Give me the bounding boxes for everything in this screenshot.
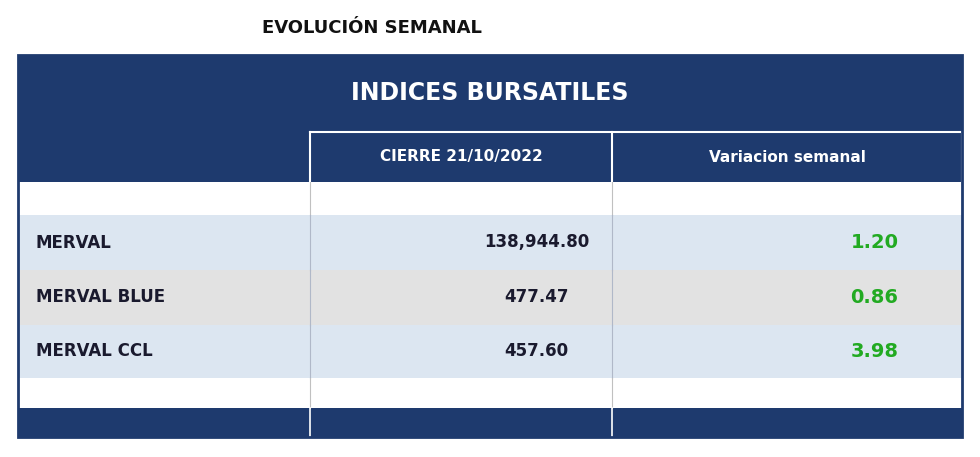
- Text: MERVAL CCL: MERVAL CCL: [35, 342, 153, 361]
- Text: EVOLUCIÓN SEMANAL: EVOLUCIÓN SEMANAL: [263, 19, 482, 37]
- Text: 0.86: 0.86: [851, 288, 899, 307]
- Text: 3.98: 3.98: [851, 342, 899, 361]
- Text: 477.47: 477.47: [505, 288, 568, 307]
- Text: MERVAL BLUE: MERVAL BLUE: [35, 288, 165, 307]
- Text: CIERRE 21/10/2022: CIERRE 21/10/2022: [379, 149, 542, 165]
- Text: Variacion semanal: Variacion semanal: [709, 149, 865, 165]
- Text: 1.20: 1.20: [851, 233, 899, 252]
- Text: INDICES BURSATILES: INDICES BURSATILES: [351, 81, 629, 106]
- Text: 457.60: 457.60: [505, 342, 568, 361]
- Text: 138,944.80: 138,944.80: [484, 234, 589, 251]
- Text: MERVAL: MERVAL: [35, 234, 112, 251]
